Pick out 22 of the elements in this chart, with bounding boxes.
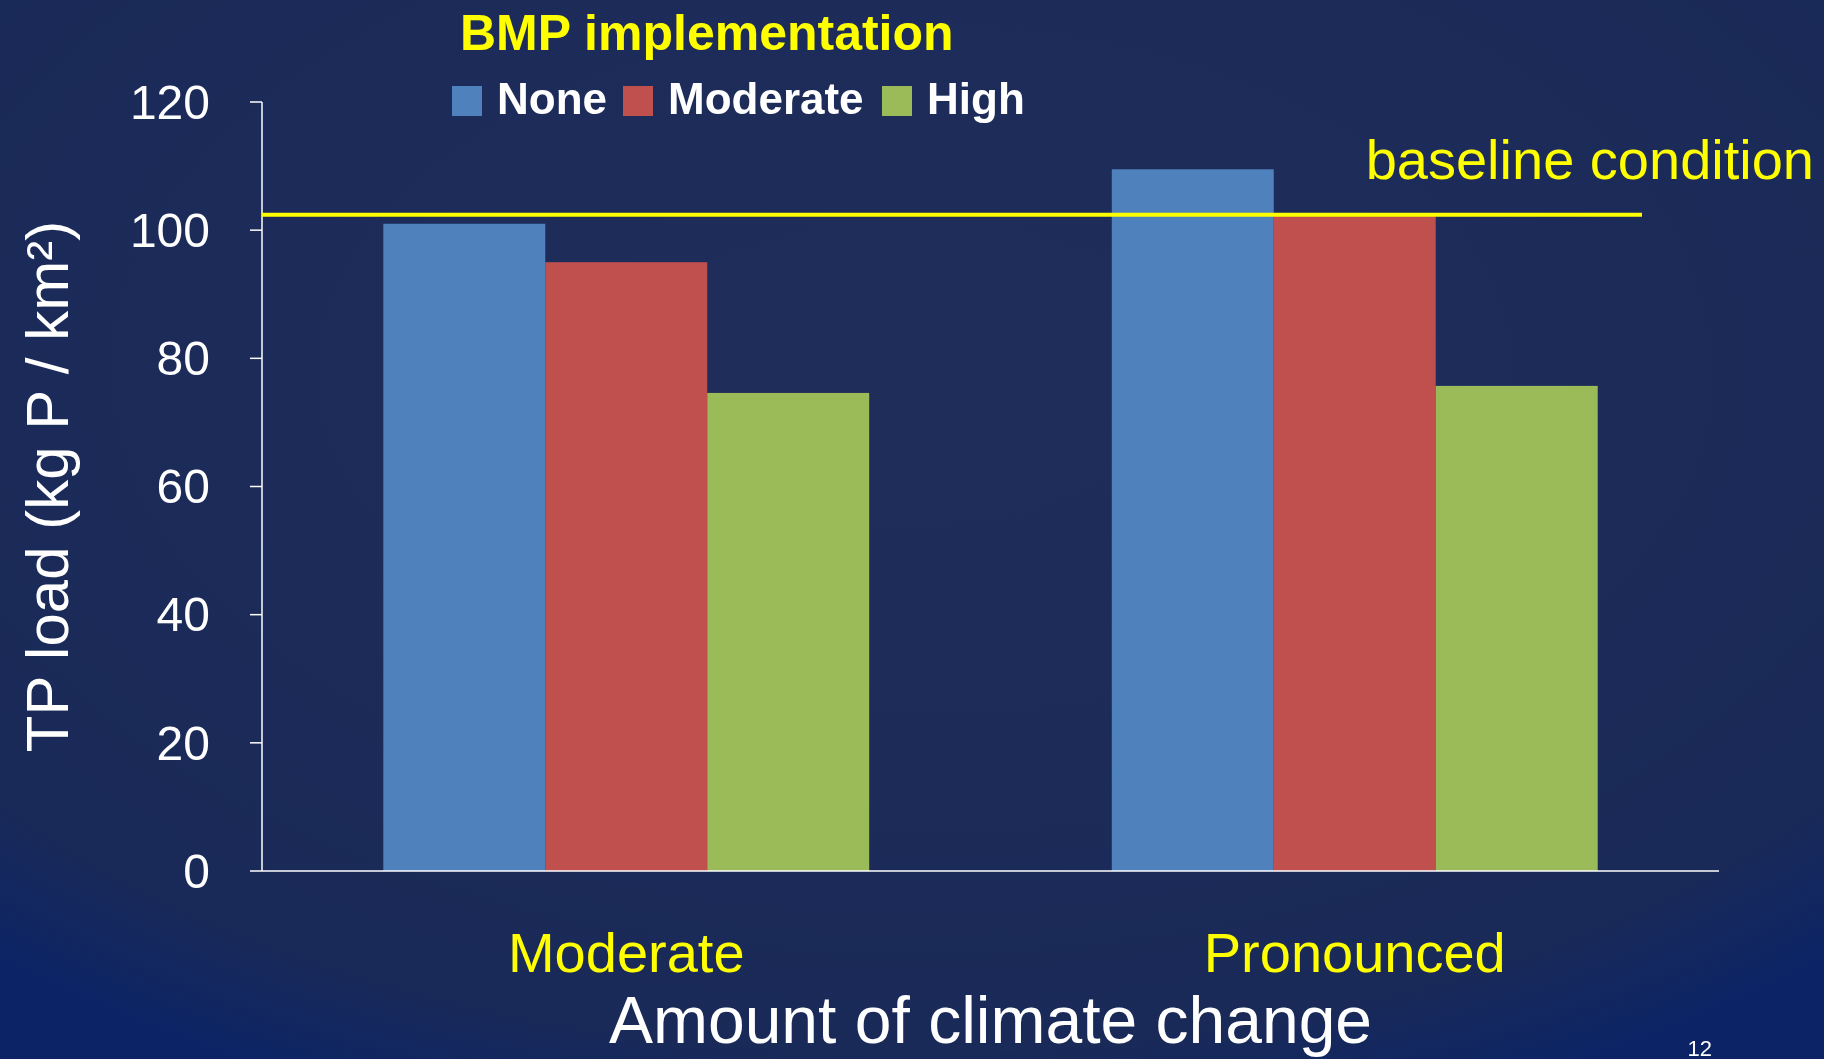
legend-label: Moderate xyxy=(668,74,864,123)
x-tick-label: Pronounced xyxy=(1203,921,1506,984)
legend-label: None xyxy=(497,74,607,123)
bar xyxy=(707,392,870,871)
y-tick-label: 80 xyxy=(156,332,210,386)
legend-title: BMP implementation xyxy=(460,5,954,61)
y-tick-label: 0 xyxy=(183,844,210,898)
bar xyxy=(1111,169,1274,871)
y-tick-label: 40 xyxy=(156,588,210,642)
y-tick-label: 120 xyxy=(129,75,210,129)
y-tick-label: 60 xyxy=(156,460,210,514)
bar xyxy=(1435,385,1598,871)
bar xyxy=(383,223,546,871)
y-tick-label: 100 xyxy=(129,203,210,257)
legend-label: High xyxy=(927,74,1025,123)
text: 12 xyxy=(1687,1036,1712,1059)
bar xyxy=(1273,214,1436,871)
ref-line-label: baseline condition xyxy=(1365,127,1814,191)
bar xyxy=(545,262,708,871)
x-axis-title: Amount of climate change xyxy=(608,983,1373,1057)
y-tick-label: 20 xyxy=(156,716,210,770)
y-axis-title: TP load (kg P / km²) xyxy=(14,220,81,753)
